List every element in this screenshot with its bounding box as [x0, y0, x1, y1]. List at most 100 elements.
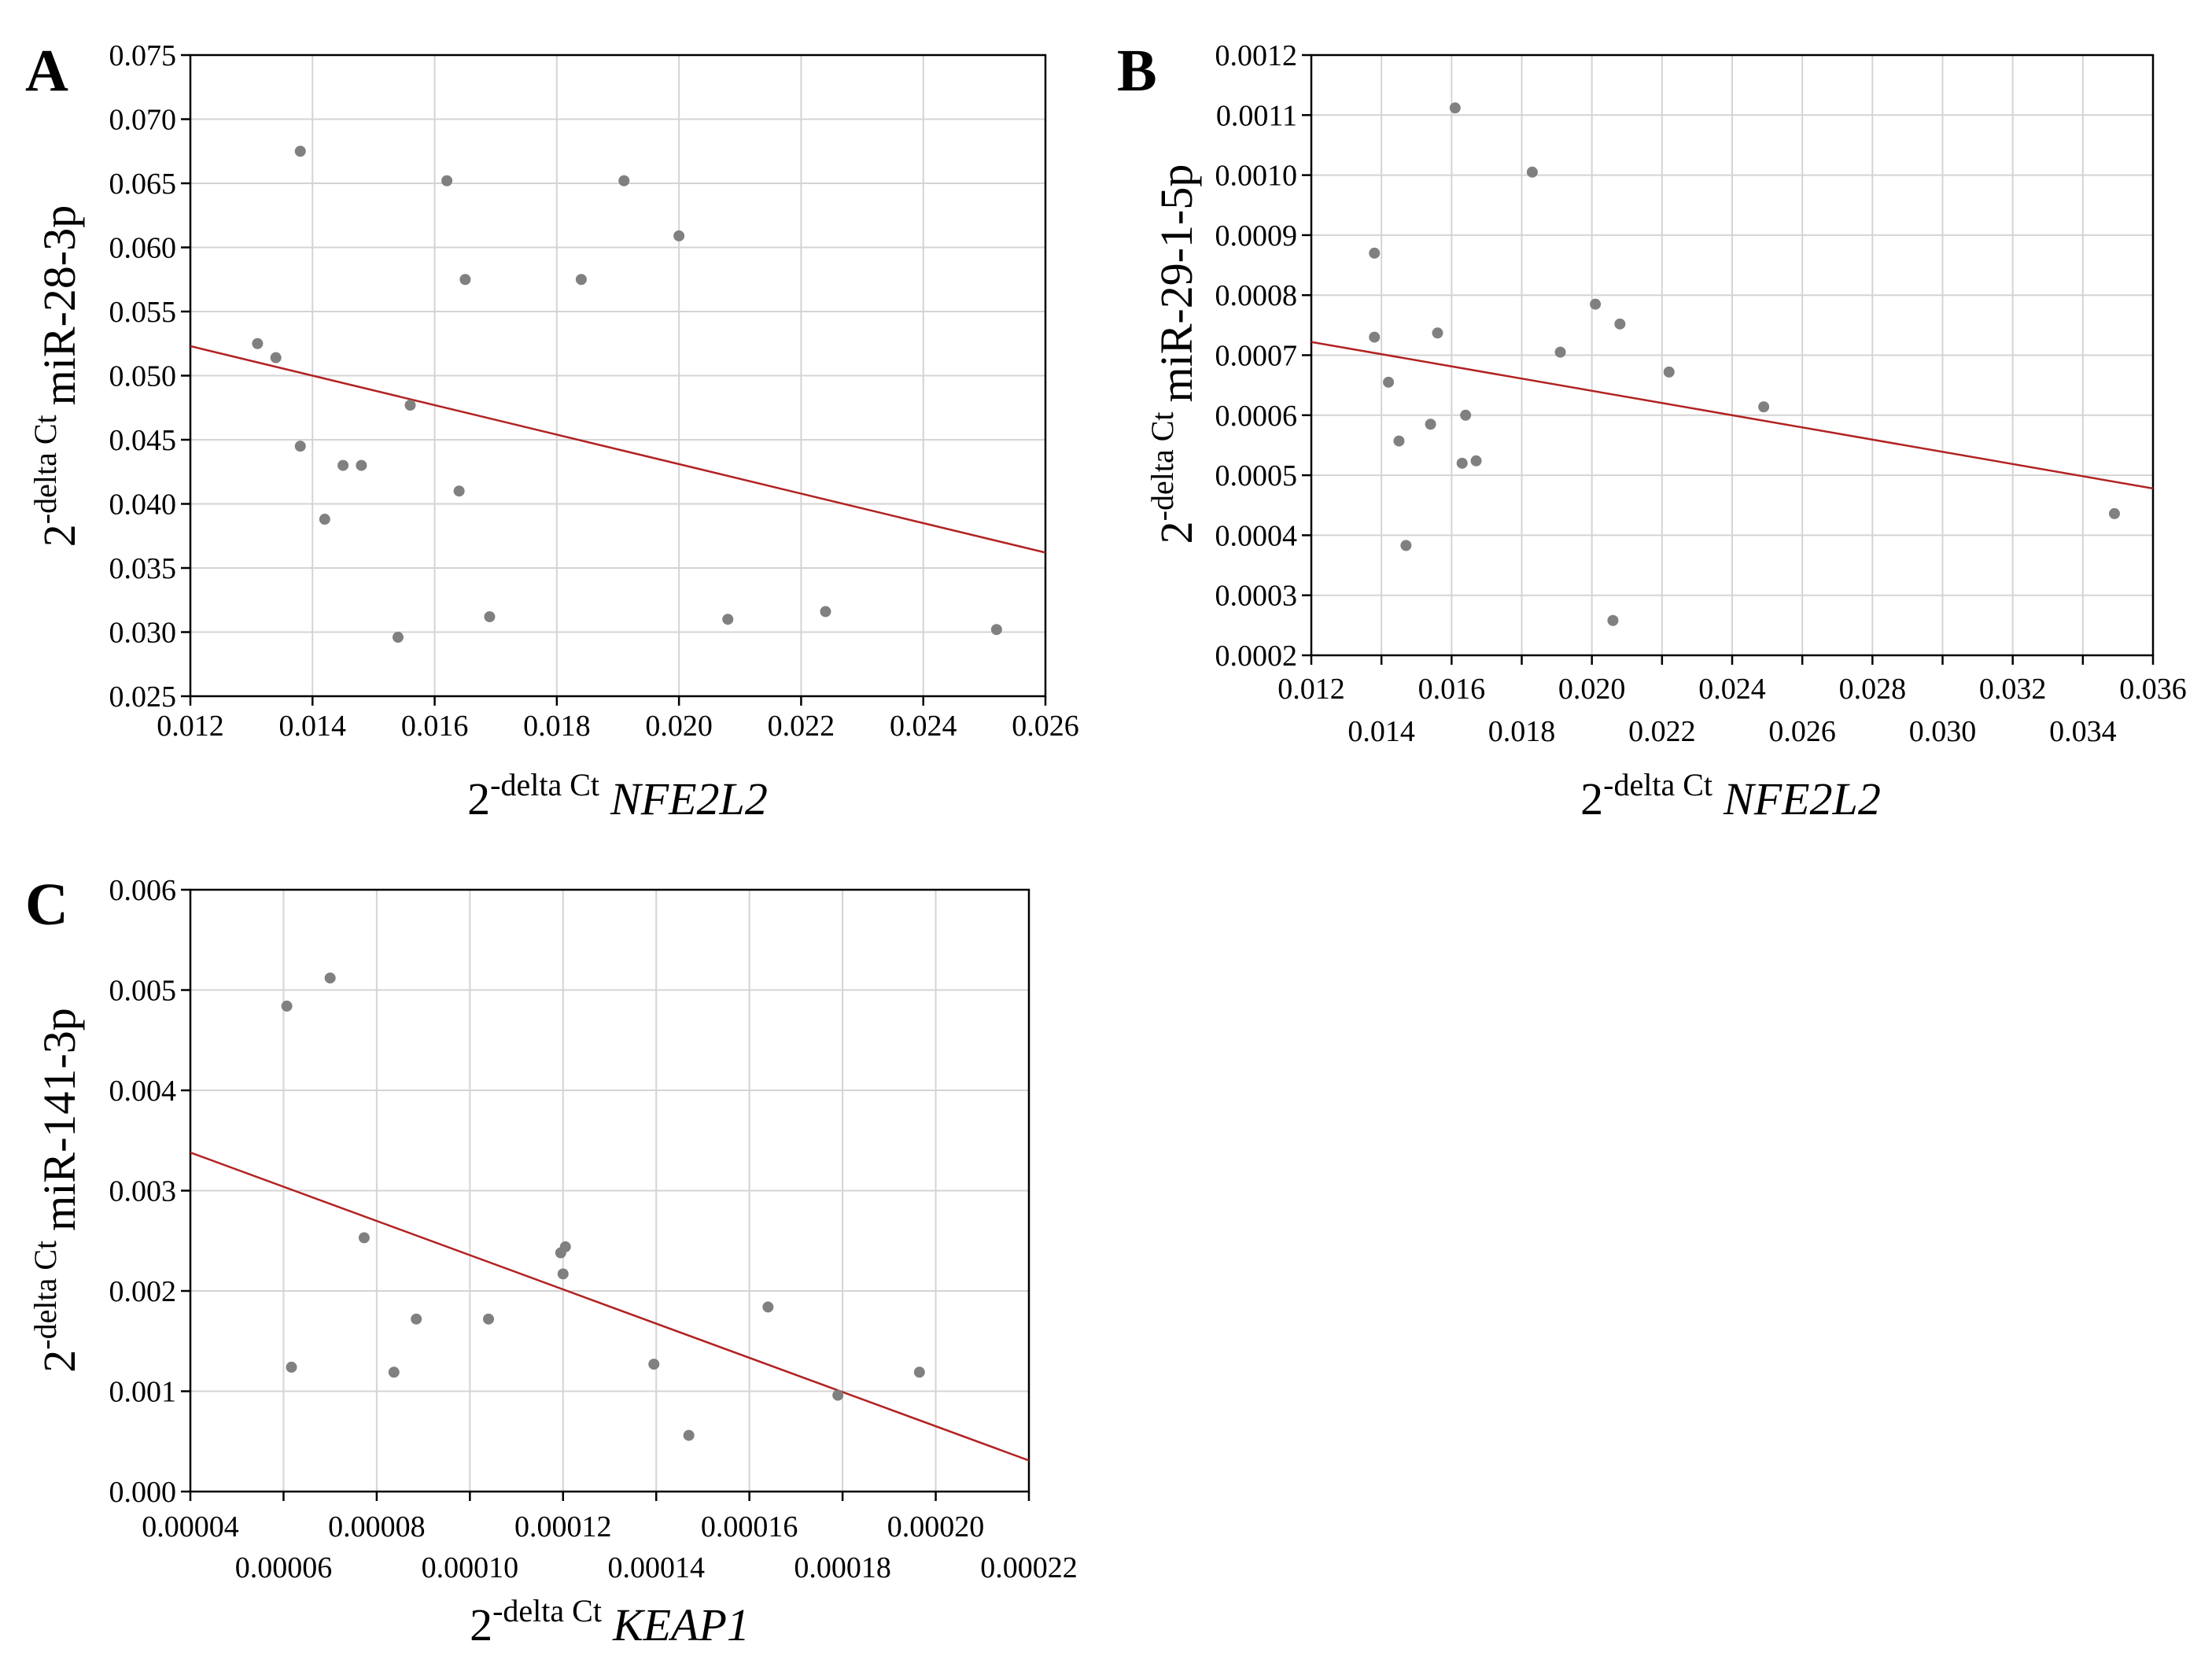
x-tick-label: 0.020 [645, 710, 713, 743]
x-axis-label-base: 2 [1580, 773, 1603, 824]
x-tick-label: 0.00018 [794, 1551, 891, 1584]
y-axis-label-exponent: -delta Ct [1145, 412, 1180, 522]
y-tick-label: 0.0008 [1215, 279, 1298, 312]
y-tick-label: 0.045 [109, 424, 177, 457]
y-tick-label: 0.000 [109, 1476, 177, 1509]
data-point [1369, 331, 1381, 343]
panel-label: C [25, 872, 68, 938]
y-axis-label-base: 2 [1151, 521, 1202, 544]
y-tick-label: 0.002 [109, 1275, 177, 1308]
data-point [832, 1389, 844, 1401]
data-point [281, 1000, 293, 1012]
y-axis-label-mirna: miR-141-3p [34, 1008, 85, 1231]
data-point [575, 274, 587, 286]
data-point [2108, 507, 2120, 519]
y-tick-label: 0.070 [109, 104, 177, 137]
y-tick-label: 0.003 [109, 1175, 177, 1208]
data-point [252, 337, 264, 349]
y-axis-label-base: 2 [34, 1350, 85, 1373]
x-tick-label: 0.016 [401, 710, 469, 743]
regression-line [190, 1151, 1029, 1462]
data-point [484, 610, 496, 622]
x-tick-label: 0.014 [279, 710, 347, 743]
data-point [683, 1429, 695, 1441]
y-tick-label: 0.0012 [1215, 39, 1298, 72]
y-axis-label-mirna: miR-29-1-5p [1151, 164, 1202, 403]
x-tick-label: 0.022 [768, 710, 835, 743]
chart-panel-b: 0.0120.0140.0160.0180.0200.0220.0240.026… [1117, 38, 2187, 824]
y-tick-label: 0.0011 [1216, 99, 1297, 132]
data-point [411, 1313, 422, 1325]
x-tick-label: 0.024 [890, 710, 957, 743]
y-tick-label: 0.035 [109, 552, 177, 585]
data-point [1393, 435, 1405, 447]
x-tick-label: 0.00004 [142, 1510, 239, 1543]
x-tick-label: 0.020 [1558, 673, 1626, 706]
regression-line [1311, 341, 2153, 490]
y-tick-label: 0.030 [109, 617, 177, 650]
x-tick-label: 0.012 [1277, 673, 1345, 706]
y-tick-label: 0.0010 [1215, 160, 1298, 193]
data-point [459, 274, 471, 286]
data-point [648, 1359, 660, 1370]
x-tick-label: 0.036 [2119, 673, 2187, 706]
x-axis-label-exponent: -delta Ct [1603, 767, 1712, 802]
y-tick-label: 0.001 [109, 1376, 177, 1409]
data-point [618, 175, 630, 186]
x-tick-label: 0.00016 [701, 1510, 798, 1543]
x-tick-label: 0.026 [1012, 710, 1079, 743]
data-point [913, 1366, 925, 1378]
data-point [319, 514, 330, 526]
data-point [1432, 327, 1443, 339]
x-tick-label: 0.024 [1698, 673, 1766, 706]
data-point [388, 1366, 400, 1378]
data-point [441, 175, 453, 186]
data-point [559, 1241, 571, 1252]
x-tick-label: 0.00008 [328, 1510, 426, 1543]
data-point [392, 632, 404, 644]
y-axis-label-exponent: -delta Ct [28, 1241, 63, 1350]
y-tick-label: 0.005 [109, 975, 177, 1008]
y-axis-label: 2-delta Ct miR-29-1-5p [1145, 164, 1202, 544]
y-axis-label: 2-delta Ct miR-28-3p [28, 205, 85, 547]
x-axis-label-gene: NFE2L2 [610, 773, 768, 824]
y-tick-label: 0.040 [109, 489, 177, 522]
y-tick-label: 0.006 [109, 874, 177, 907]
x-axis-label-gene: KEAP1 [612, 1599, 750, 1650]
x-tick-label: 0.00014 [607, 1551, 705, 1584]
x-axis-label-exponent: -delta Ct [492, 1593, 602, 1628]
y-tick-label: 0.004 [109, 1075, 177, 1108]
data-point [1456, 457, 1468, 469]
panel-label: A [25, 38, 68, 104]
y-tick-label: 0.025 [109, 680, 177, 714]
x-axis-label: 2-delta Ct KEAP1 [470, 1593, 750, 1650]
data-point [356, 459, 367, 471]
chart-panel-c: 0.00004 0.00006 0.00008 0.00010 0.00012 0.000… [25, 872, 1078, 1650]
data-point [286, 1361, 297, 1373]
y-tick-label: 0.0009 [1215, 219, 1298, 253]
data-point [358, 1232, 370, 1244]
chart-panel-a: 0.012 0.014 0.016 0.018 0.020 0.022 0.024 0.026… [25, 38, 1079, 824]
y-axis-label-mirna: miR-28-3p [34, 205, 85, 406]
plot-area [1311, 102, 2153, 626]
x-axis-label: 2-delta Ct NFE2L2 [467, 767, 768, 824]
data-point [294, 441, 306, 452]
data-point [820, 606, 831, 618]
x-axis-label-exponent: -delta Ct [490, 767, 599, 802]
data-point [483, 1313, 495, 1325]
data-point [1383, 376, 1395, 388]
x-tick-label: 0.00010 [422, 1551, 519, 1584]
x-tick-label: 0.028 [1839, 673, 1907, 706]
x-axis-label-base: 2 [470, 1599, 492, 1650]
panel-label: B [1117, 38, 1157, 104]
data-point [1758, 401, 1770, 413]
data-point [324, 972, 336, 984]
data-point [337, 459, 349, 471]
x-tick-label: 0.026 [1768, 715, 1836, 748]
data-point [1460, 409, 1472, 421]
y-tick-label: 0.0006 [1215, 400, 1298, 433]
x-tick-label: 0.018 [523, 710, 591, 743]
y-tick-label: 0.055 [109, 296, 177, 329]
data-point [990, 624, 1002, 636]
